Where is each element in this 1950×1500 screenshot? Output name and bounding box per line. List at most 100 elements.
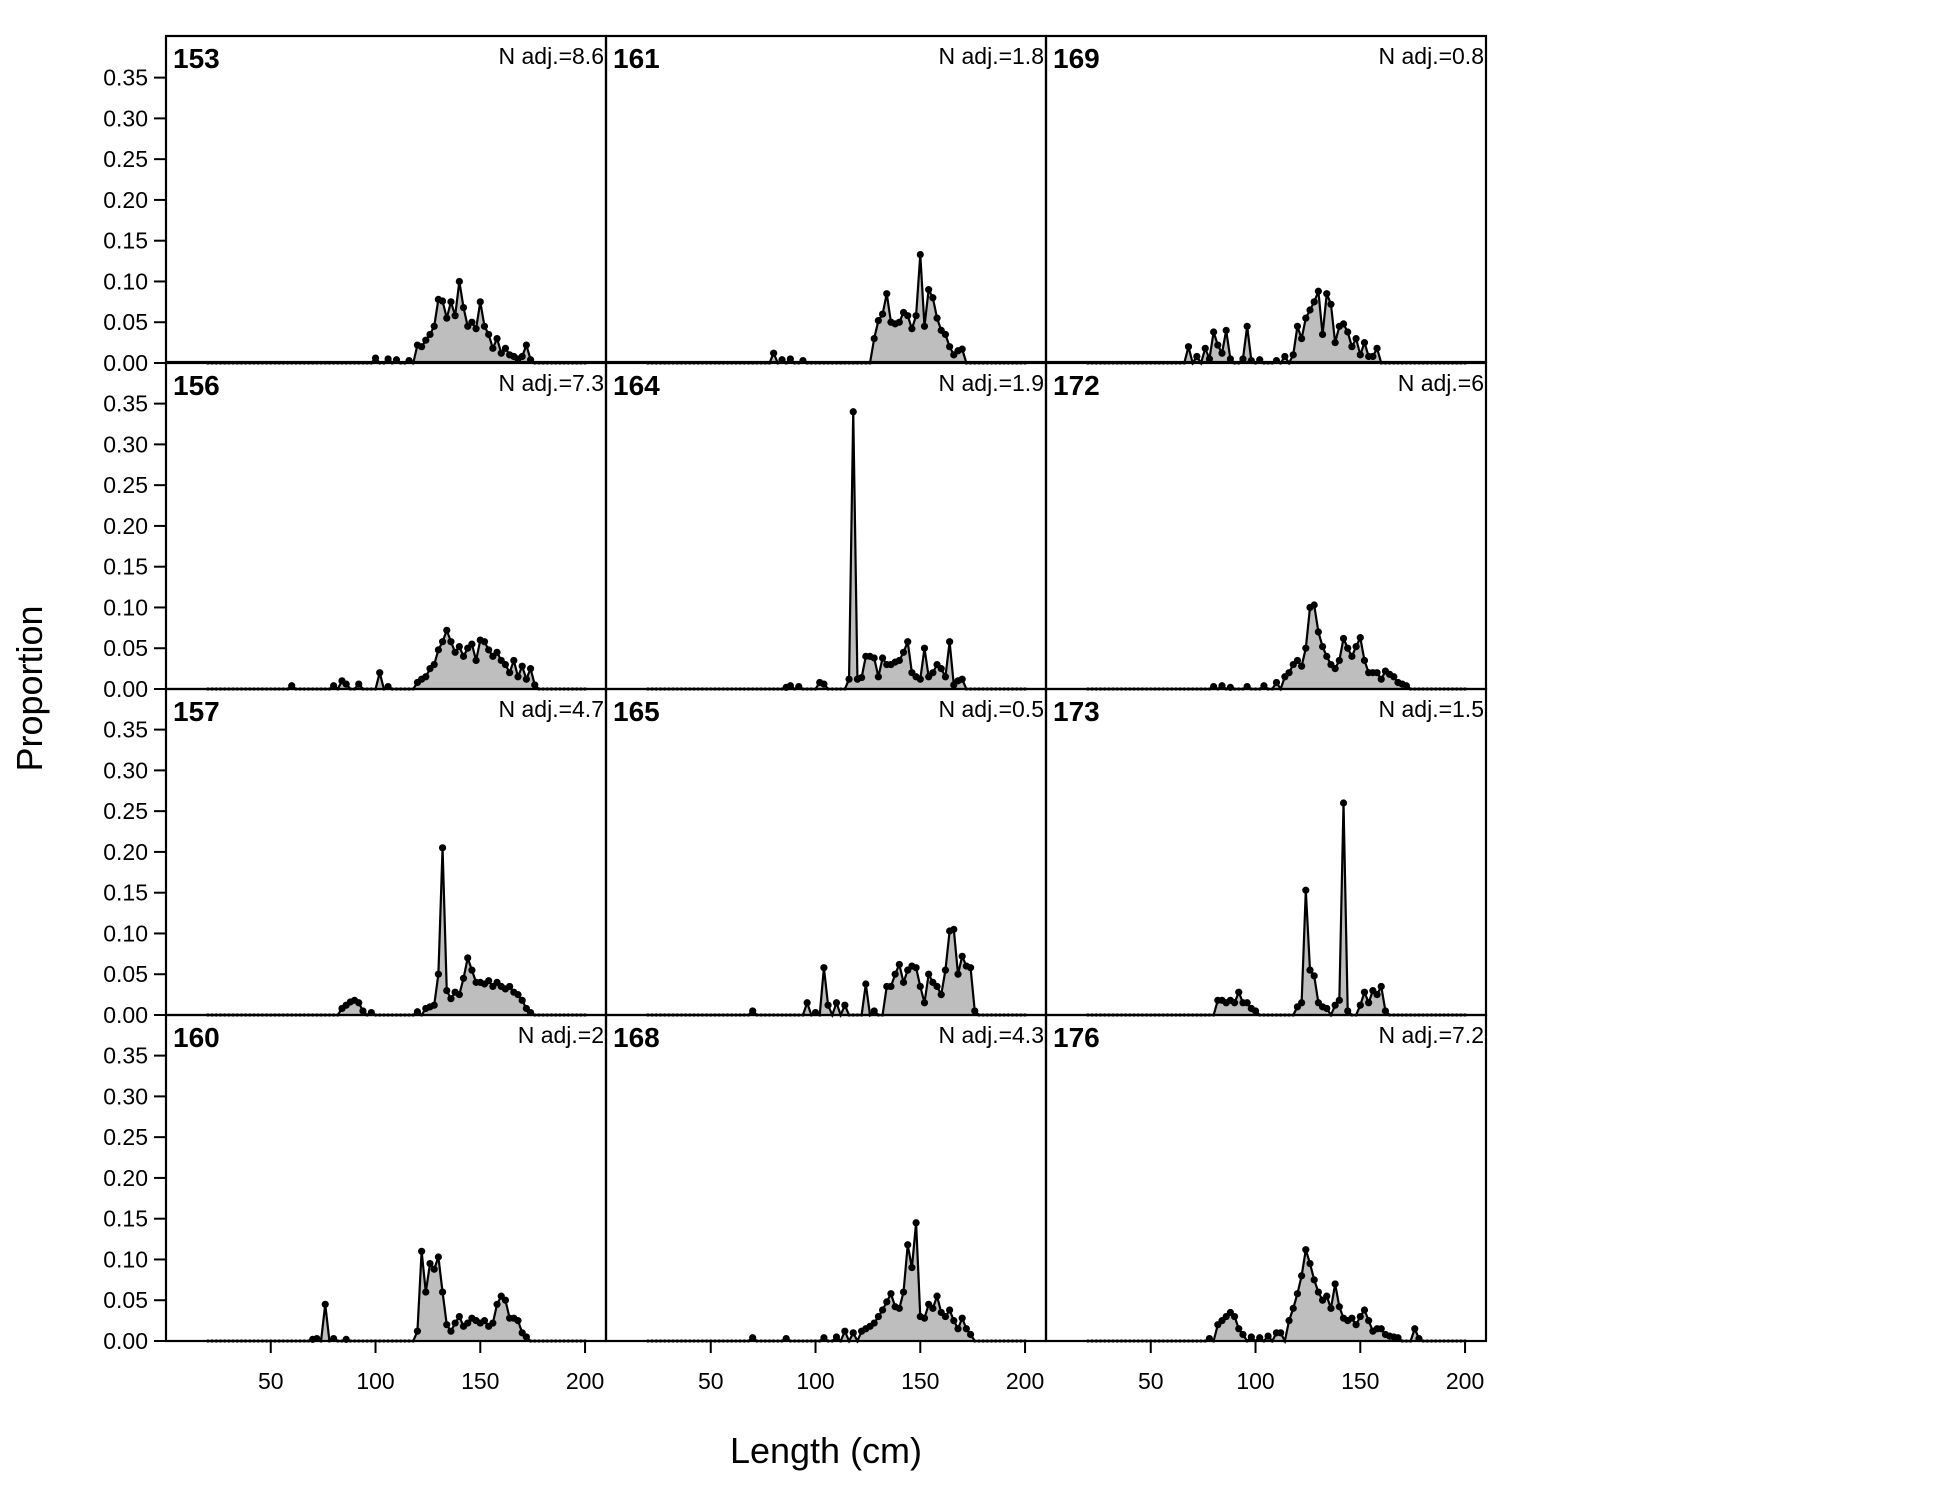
- data-point: [1348, 652, 1356, 660]
- y-tick-label: 0.15: [103, 1206, 148, 1232]
- data-point: [1360, 1306, 1369, 1314]
- data-point: [1381, 1007, 1390, 1015]
- area-fill: [1087, 803, 1466, 1015]
- data-point: [518, 996, 526, 1004]
- y-tick-label: 0.20: [103, 513, 148, 539]
- data-point: [468, 318, 476, 326]
- data-point: [1356, 1001, 1364, 1009]
- series-line: [207, 847, 586, 1017]
- axes-layer: 0.00 0.05 0.10 0.15 0.20 0.25 0.30 0.35 0.00 0.05…: [103, 65, 1484, 1394]
- data-point: [480, 638, 489, 646]
- data-point: [895, 1304, 903, 1312]
- y-tick-label: 0.35: [103, 717, 148, 743]
- data-point: [870, 1319, 878, 1327]
- series-line: [647, 254, 1026, 365]
- data-point: [443, 314, 451, 322]
- panel-156: 156 N adj.=7.3: [164, 361, 608, 691]
- panel-176: 176 N adj.=7.2: [1044, 1013, 1488, 1345]
- data-point: [1348, 1314, 1356, 1322]
- data-point: [342, 680, 350, 688]
- y-axis-row-3: 0.00 0.05 0.10 0.15 0.20 0.25 0.30 0.35: [103, 717, 166, 1028]
- panel-173: 173 N adj.=1.5: [1044, 687, 1488, 1018]
- x-axis-col-3: 50 100 150 200: [1138, 1341, 1484, 1394]
- data-point: [1352, 334, 1360, 343]
- data-point: [288, 682, 296, 690]
- data-point: [1339, 799, 1348, 807]
- data-point: [920, 999, 929, 1007]
- area-fill: [1087, 1249, 1466, 1341]
- n-adj-label: N adj.=1.5: [1379, 696, 1485, 722]
- data-point: [1344, 644, 1352, 652]
- data-point: [1302, 886, 1310, 894]
- panel-160: 160 N adj.=2: [164, 1013, 608, 1343]
- data-point: [1289, 351, 1297, 359]
- data-point: [870, 334, 878, 343]
- panel-id-label: 164: [613, 370, 660, 401]
- data-point: [749, 1334, 757, 1342]
- data-point: [878, 654, 887, 662]
- data-point: [870, 1007, 878, 1015]
- data-point: [1339, 320, 1348, 328]
- data-point: [1239, 1330, 1247, 1339]
- data-point: [841, 1001, 849, 1009]
- n-adj-label: N adj.=7.3: [499, 370, 605, 396]
- data-point: [941, 330, 950, 339]
- data-point: [1310, 972, 1318, 980]
- y-tick-label: 0.10: [103, 1246, 148, 1272]
- data-point: [908, 1264, 916, 1272]
- data-point: [476, 298, 484, 306]
- panel-id-label: 169: [1053, 43, 1100, 74]
- data-point: [929, 669, 937, 677]
- data-point: [1360, 339, 1369, 347]
- data-point: [1251, 1007, 1260, 1015]
- data-point: [904, 638, 912, 646]
- data-point: [438, 297, 447, 305]
- data-point: [870, 654, 878, 662]
- data-point: [912, 312, 920, 320]
- panel-id-label: 165: [613, 696, 660, 727]
- y-axis-row-4: 0.00 0.05 0.10 0.15 0.20 0.25 0.30 0.35: [103, 1043, 166, 1354]
- data-point: [1293, 656, 1302, 665]
- data-point: [355, 680, 363, 688]
- data-point: [1373, 991, 1381, 999]
- data-point: [1344, 328, 1352, 336]
- panel-id-label: 173: [1053, 696, 1100, 727]
- data-point: [786, 682, 794, 690]
- data-point: [878, 310, 887, 318]
- data-point: [1247, 1333, 1255, 1341]
- data-point: [1306, 966, 1314, 974]
- data-point: [1394, 1334, 1402, 1342]
- y-tick-label: 0.00: [103, 676, 148, 702]
- data-point: [1360, 656, 1369, 665]
- x-tick-label: 50: [258, 1368, 284, 1394]
- data-point: [1298, 334, 1306, 343]
- x-tick-label: 50: [1138, 1368, 1164, 1394]
- data-point: [1377, 675, 1385, 683]
- data-point: [883, 1298, 891, 1306]
- data-point: [1289, 1304, 1297, 1312]
- data-point: [958, 345, 966, 353]
- data-point: [1210, 328, 1218, 336]
- data-point: [1318, 643, 1327, 651]
- x-tick-label: 150: [901, 1368, 939, 1394]
- y-tick-label: 0.05: [103, 961, 148, 987]
- data-point: [501, 344, 510, 352]
- data-point: [459, 974, 468, 982]
- data-point: [1243, 322, 1251, 330]
- series-line: [1087, 603, 1466, 692]
- data-point: [506, 982, 514, 991]
- data-point: [803, 999, 811, 1007]
- data-point: [434, 646, 442, 654]
- data-point: [1377, 1325, 1385, 1333]
- panel-id-label: 160: [173, 1022, 220, 1053]
- data-point: [874, 1312, 882, 1321]
- data-point: [468, 966, 476, 974]
- data-point: [422, 336, 430, 344]
- x-tick-label: 100: [796, 1368, 834, 1394]
- data-point: [858, 673, 866, 682]
- data-point: [376, 669, 384, 677]
- data-point: [1335, 656, 1343, 665]
- data-point: [954, 970, 962, 978]
- data-point: [929, 1304, 937, 1312]
- data-point: [887, 1290, 895, 1298]
